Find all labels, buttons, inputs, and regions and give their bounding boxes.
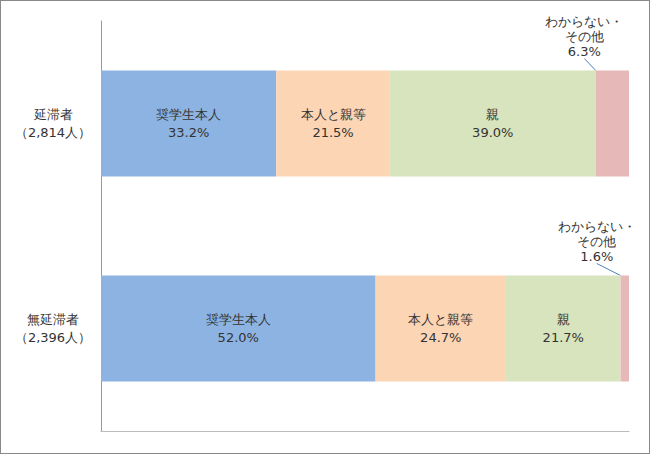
svg-text:39.0%: 39.0% xyxy=(472,125,513,140)
svg-text:（2,814人）: （2,814人） xyxy=(15,125,91,140)
svg-text:親: 親 xyxy=(557,312,570,327)
svg-text:奨学生本人: 奨学生本人 xyxy=(206,312,271,327)
svg-text:21.7%: 21.7% xyxy=(543,330,584,345)
svg-text:33.2%: 33.2% xyxy=(168,125,209,140)
svg-text:わからない・: わからない・ xyxy=(558,219,636,234)
svg-text:21.5%: 21.5% xyxy=(312,125,353,140)
svg-text:本人と親等: 本人と親等 xyxy=(301,107,366,122)
svg-text:無延滞者: 無延滞者 xyxy=(27,312,79,327)
svg-text:本人と親等: 本人と親等 xyxy=(408,312,473,327)
svg-text:その他: その他 xyxy=(565,29,604,44)
svg-text:親: 親 xyxy=(486,107,499,122)
svg-text:52.0%: 52.0% xyxy=(218,330,259,345)
svg-text:わからない・: わからない・ xyxy=(545,14,623,29)
svg-text:奨学生本人: 奨学生本人 xyxy=(156,107,221,122)
svg-text:1.6%: 1.6% xyxy=(580,249,613,264)
svg-text:24.7%: 24.7% xyxy=(420,330,461,345)
svg-text:その他: その他 xyxy=(577,234,616,249)
svg-text:（2,396人）: （2,396人） xyxy=(15,330,91,345)
svg-text:延滞者: 延滞者 xyxy=(33,107,73,122)
svg-text:6.3%: 6.3% xyxy=(568,44,601,59)
